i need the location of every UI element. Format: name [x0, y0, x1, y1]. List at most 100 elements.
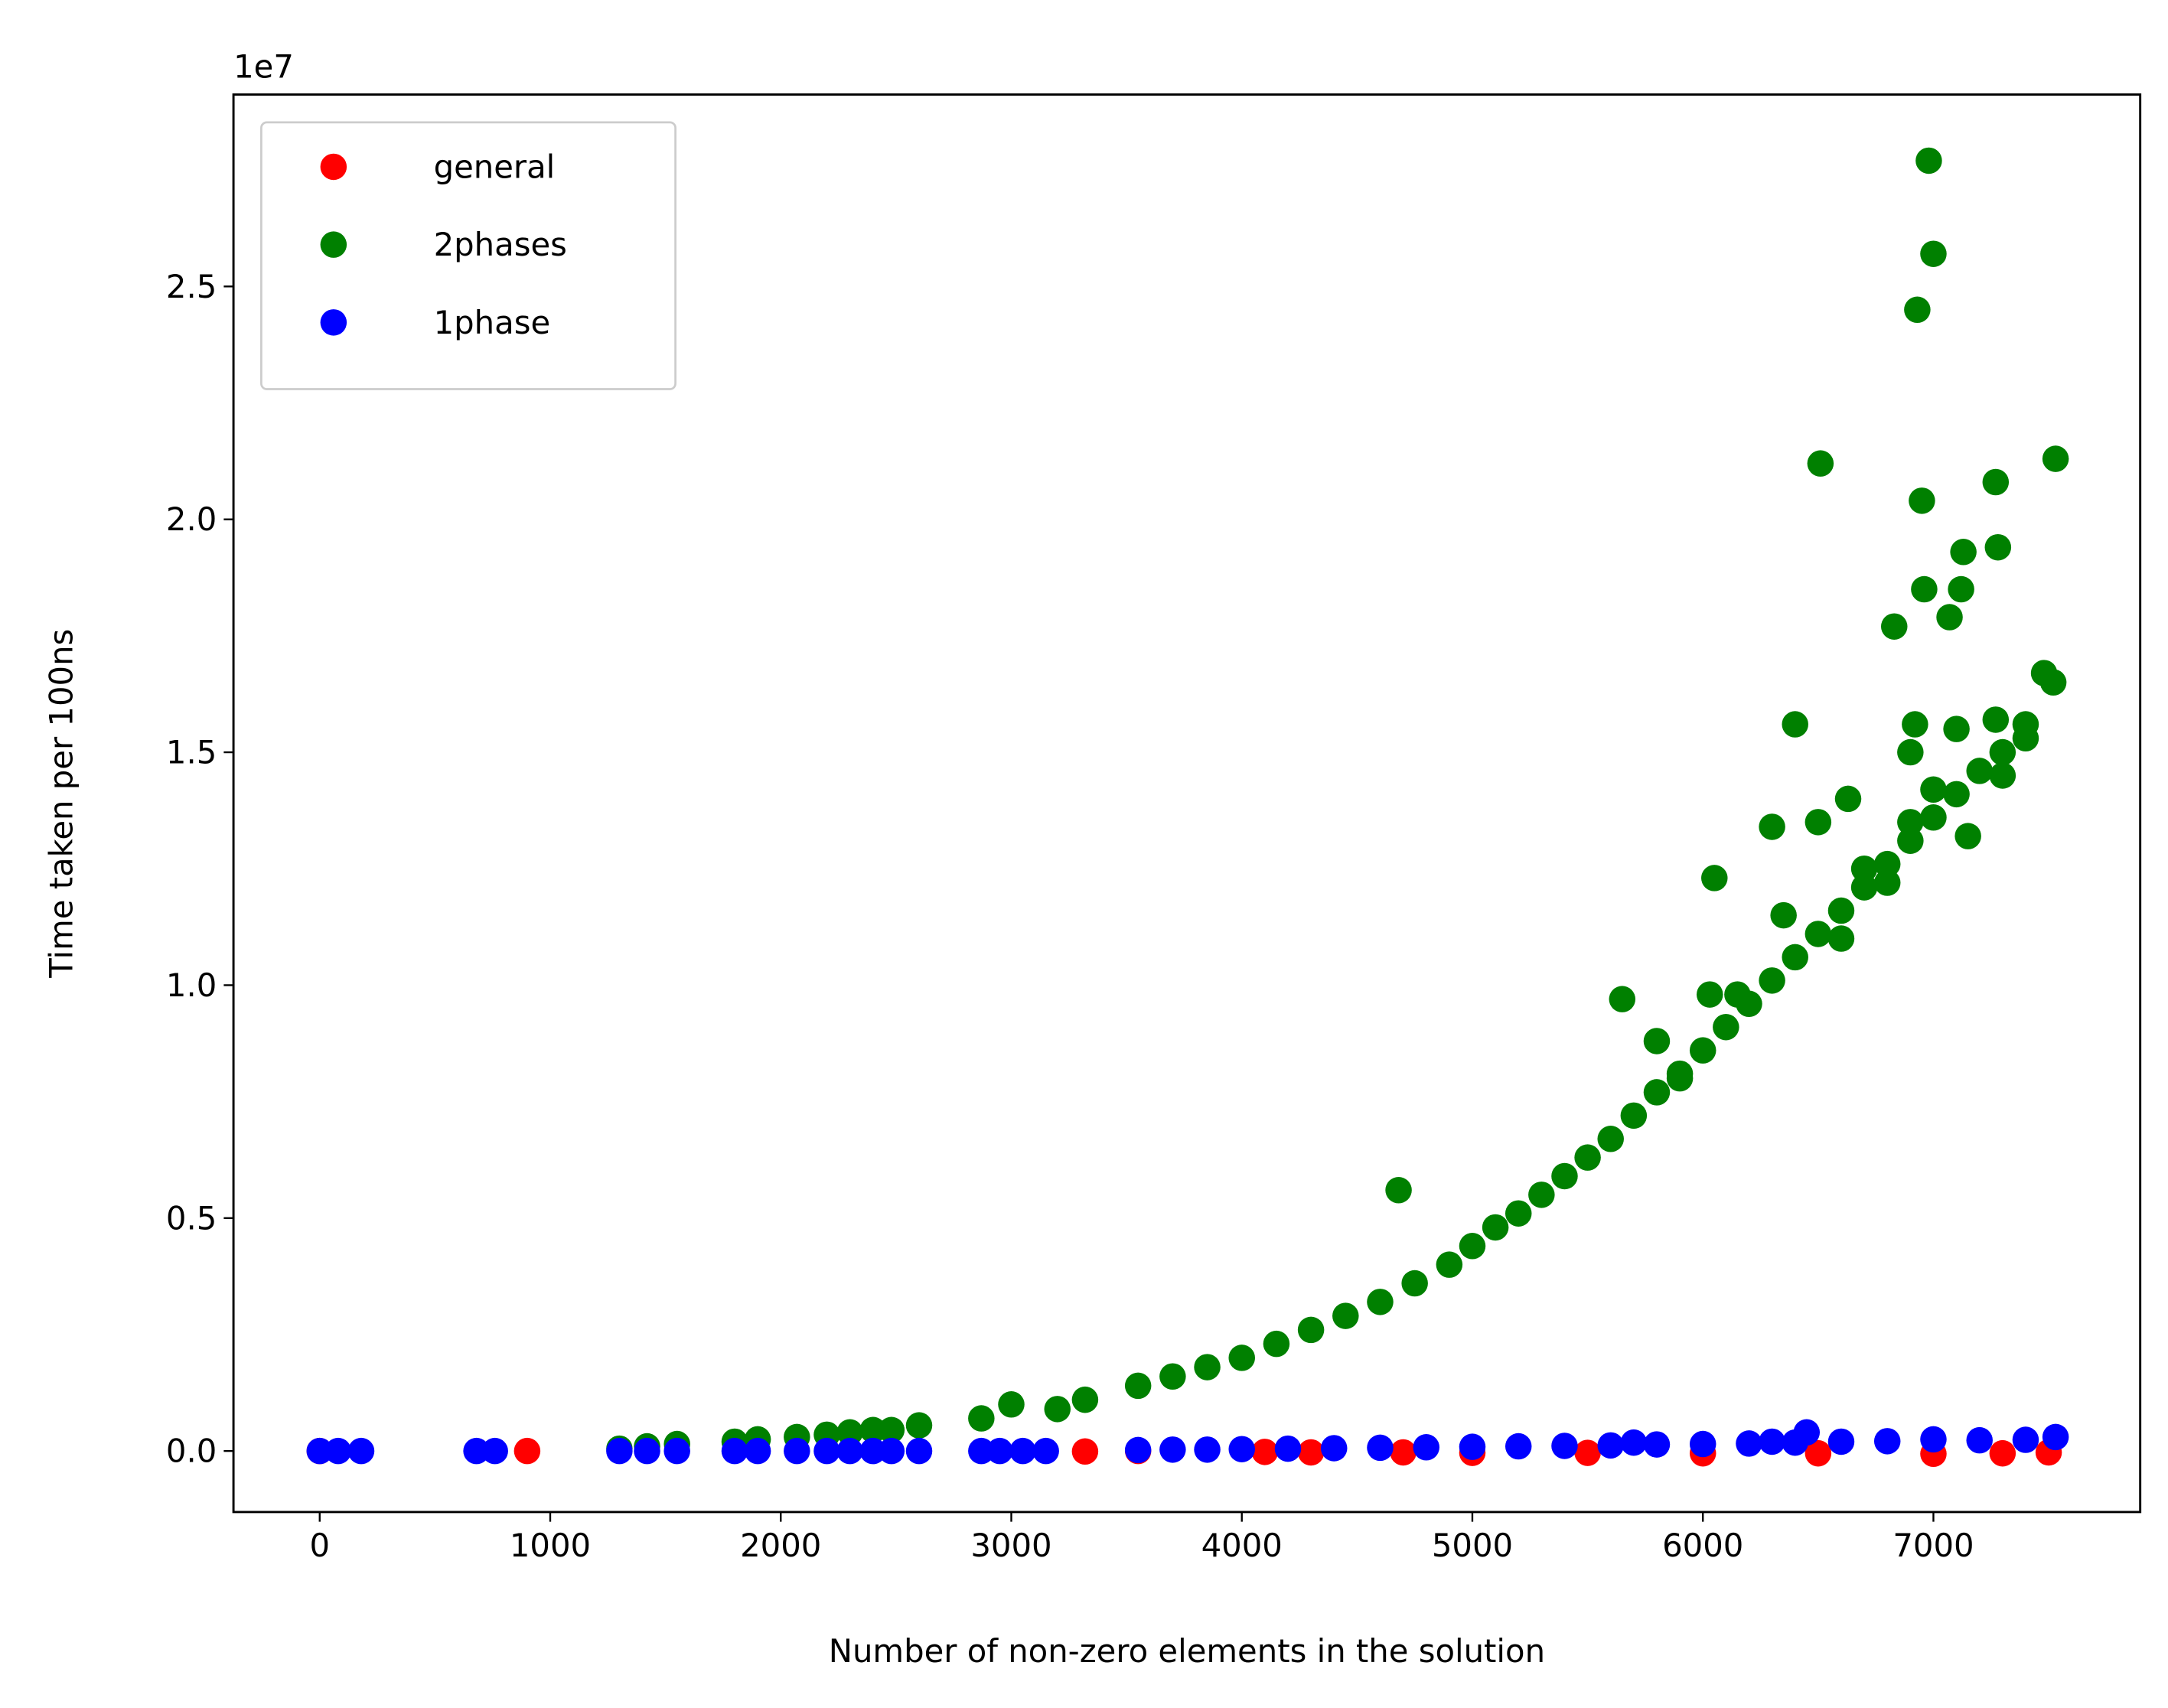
scatter-point — [1982, 706, 2010, 733]
scatter-point — [1263, 1330, 1290, 1358]
scatter-point — [1920, 1426, 1947, 1453]
scatter-point — [1966, 758, 1993, 784]
scatter-point — [1804, 921, 1832, 947]
scatter-point — [1505, 1200, 1532, 1227]
scatter-point — [1950, 539, 1977, 566]
y-tick-label: 2.0 — [166, 500, 217, 538]
scatter-point — [1401, 1270, 1428, 1297]
scatter-point — [1228, 1436, 1255, 1462]
scatter-point — [1528, 1182, 1555, 1208]
scatter-point — [1736, 990, 1762, 1018]
scatter-point — [1332, 1302, 1359, 1329]
scatter-point — [1505, 1433, 1532, 1460]
scatter-point — [513, 1437, 541, 1465]
x-tick-label: 1000 — [510, 1527, 591, 1564]
scatter-point — [1850, 855, 1878, 882]
scatter-point — [1827, 897, 1855, 924]
scatter-point — [1666, 1064, 1694, 1092]
x-tick-label: 3000 — [970, 1527, 1051, 1564]
y-tick-label: 1.5 — [166, 734, 217, 771]
x-tick-label: 5000 — [1432, 1527, 1513, 1564]
scatter-point — [1620, 1102, 1648, 1129]
scatter-point — [1390, 1439, 1417, 1466]
scatter-point — [905, 1437, 933, 1465]
scatter-point — [1385, 1177, 1412, 1204]
scatter-point — [721, 1437, 748, 1465]
scatter-point — [1897, 809, 1924, 836]
scatter-point — [1804, 809, 1832, 836]
scatter-point — [1943, 715, 1970, 742]
scatter-point — [1897, 738, 1924, 766]
scatter-point — [1989, 738, 2016, 766]
scatter-point — [1881, 613, 1908, 640]
scatter-point — [1367, 1434, 1394, 1462]
scatter-point — [1873, 869, 1901, 896]
scatter-point — [1009, 1437, 1036, 1465]
scatter-point — [1713, 1013, 1739, 1041]
scatter-point — [1194, 1354, 1221, 1380]
scatter-point — [463, 1437, 490, 1465]
scatter-point — [1793, 1419, 1821, 1446]
scatter-point — [1954, 823, 1981, 849]
scatter-point — [324, 1437, 352, 1465]
scatter-point — [1413, 1434, 1439, 1461]
legend-marker — [320, 153, 347, 181]
scatter-point — [1159, 1363, 1186, 1390]
scatter-point — [1770, 901, 1797, 929]
scatter-point — [306, 1437, 334, 1465]
scatter-point — [1827, 925, 1855, 952]
scatter-point — [1759, 967, 1785, 994]
scatter-point — [2042, 445, 2069, 472]
scatter-point — [1251, 1439, 1279, 1465]
legend-marker — [320, 231, 347, 258]
x-tick-label: 6000 — [1662, 1527, 1743, 1564]
scatter-point — [813, 1437, 840, 1465]
scatter-point — [744, 1437, 771, 1465]
scatter-point — [998, 1391, 1025, 1418]
scatter-point — [1804, 1439, 1832, 1467]
y-tick-label: 1.0 — [166, 966, 217, 1004]
scatter-point — [1782, 711, 1808, 738]
scatter-point — [1982, 468, 2010, 496]
scatter-point — [905, 1412, 933, 1439]
scatter-point — [1551, 1433, 1578, 1459]
scatter-point — [1920, 776, 1947, 803]
scatter-point — [1782, 944, 1808, 971]
scatter-point — [1071, 1438, 1099, 1465]
scatter-point — [878, 1416, 905, 1444]
scatter-point — [1920, 804, 1947, 831]
legend-label: general — [434, 148, 556, 186]
scatter-point — [1367, 1289, 1394, 1315]
scatter-point — [986, 1437, 1013, 1465]
scatter-point — [1032, 1437, 1059, 1465]
scatter-point — [784, 1437, 810, 1465]
x-tick-label: 4000 — [1201, 1527, 1283, 1564]
scatter-point — [1984, 533, 2012, 561]
scatter-point — [1044, 1396, 1071, 1423]
scatter-point — [2042, 1423, 2069, 1451]
scatter-point — [1071, 1386, 1099, 1413]
scatter-point — [1873, 850, 1901, 878]
scatter-point — [1124, 1372, 1152, 1400]
scatter-point — [1697, 981, 1723, 1008]
scatter-point — [1482, 1214, 1509, 1241]
scatter-point — [1574, 1144, 1601, 1171]
scatter-point — [663, 1437, 690, 1465]
scatter-point — [1320, 1435, 1348, 1462]
scatter-point — [1297, 1439, 1325, 1466]
scatter-point — [2039, 669, 2067, 696]
scatter-point — [836, 1419, 863, 1446]
scatter-point — [1643, 1431, 1671, 1458]
scatter-point — [1597, 1432, 1624, 1459]
scatter-point — [1274, 1435, 1302, 1462]
scatter-point — [1915, 147, 1942, 174]
x-axis-label: Number of non-zero elements in the solut… — [829, 1632, 1545, 1670]
y-axis-label: Time taken per 100ns — [42, 629, 80, 979]
scatter-point — [1689, 1037, 1716, 1064]
scatter-point — [1459, 1433, 1486, 1460]
scatter-point — [1574, 1439, 1601, 1466]
scatter-point — [1759, 813, 1785, 840]
scatter-point — [1228, 1345, 1255, 1371]
scatter-point — [1689, 1430, 1716, 1458]
